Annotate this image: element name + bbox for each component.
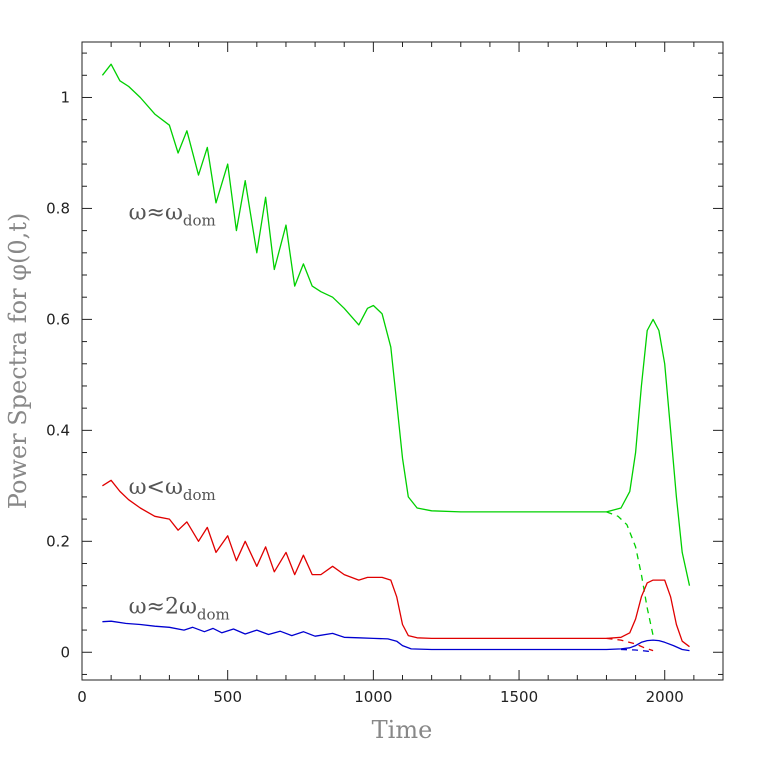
y-tick-label: 1 <box>60 88 70 106</box>
x-tick-label: 1500 <box>500 688 538 706</box>
series-line-red-solid <box>102 479 690 648</box>
series-line-green-dashed <box>606 511 654 636</box>
series-annotation-blue: ω≈2ωdom <box>129 594 230 623</box>
series-annotation-green: ω≈ωdom <box>129 201 216 230</box>
y-tick-label: 0.2 <box>46 532 70 550</box>
plot-area <box>81 41 724 681</box>
series-line-green-solid <box>101 63 691 586</box>
series-line-blue-dashed <box>620 648 654 653</box>
y-tick-label: 0.6 <box>46 310 70 328</box>
x-tick-label: 1000 <box>354 688 392 706</box>
y-tick-label: 0.4 <box>46 421 70 439</box>
series-line-blue-solid <box>102 620 690 652</box>
series-annotation-red: ω<ωdom <box>129 475 216 504</box>
y-tick-label: 0 <box>60 643 70 661</box>
x-tick-label: 500 <box>213 688 242 706</box>
x-tick-label: 0 <box>77 688 87 706</box>
y-tick-label: 0.8 <box>46 199 70 217</box>
y-axis-title: Power Spectra for φ(0,t) <box>4 213 32 509</box>
x-axis-title: Time <box>372 716 433 744</box>
x-tick-label: 2000 <box>646 688 684 706</box>
